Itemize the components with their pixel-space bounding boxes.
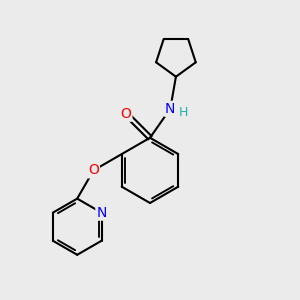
Text: N: N — [96, 206, 107, 220]
Text: H: H — [179, 106, 188, 119]
Text: O: O — [88, 164, 99, 177]
Text: N: N — [165, 102, 175, 116]
Text: O: O — [121, 107, 131, 121]
